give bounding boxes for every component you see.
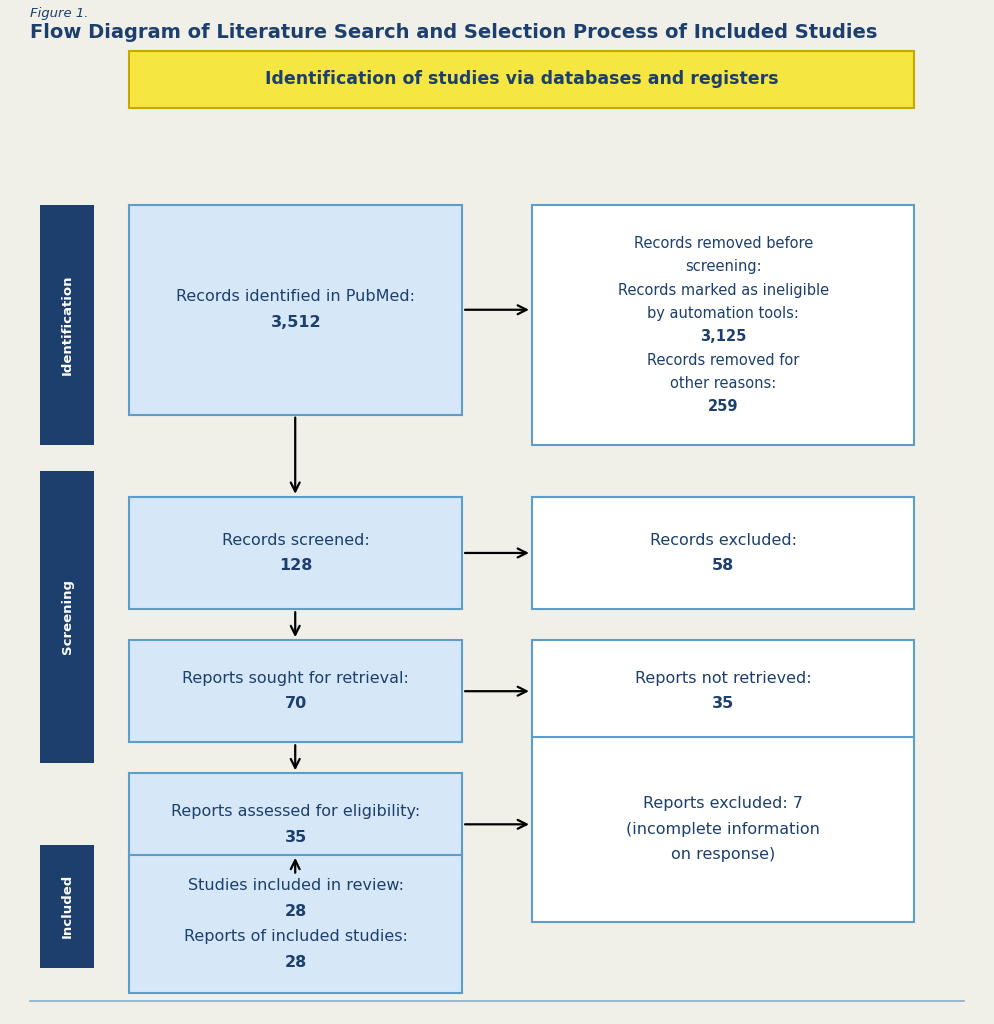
Text: 35: 35 — [712, 696, 735, 712]
Text: Records removed for: Records removed for — [647, 352, 799, 368]
Text: Records marked as ineligible: Records marked as ineligible — [617, 283, 829, 298]
Text: Included: Included — [61, 874, 74, 938]
Text: Reports of included studies:: Reports of included studies: — [184, 930, 408, 944]
Text: 3,512: 3,512 — [270, 315, 321, 330]
Text: Studies included in review:: Studies included in review: — [188, 879, 404, 893]
Text: Reports sought for retrieval:: Reports sought for retrieval: — [182, 671, 410, 686]
Text: other reasons:: other reasons: — [670, 376, 776, 391]
Text: 35: 35 — [284, 829, 307, 845]
Text: Records excluded:: Records excluded: — [650, 532, 796, 548]
Text: Flow Diagram of Literature Search and Selection Process of Included Studies: Flow Diagram of Literature Search and Se… — [30, 23, 877, 42]
Text: Reports assessed for eligibility:: Reports assessed for eligibility: — [171, 804, 420, 819]
Text: 259: 259 — [708, 399, 739, 415]
FancyBboxPatch shape — [40, 845, 94, 968]
Text: Screening: Screening — [61, 580, 74, 654]
FancyBboxPatch shape — [129, 205, 462, 415]
FancyBboxPatch shape — [129, 855, 462, 993]
FancyBboxPatch shape — [129, 51, 914, 108]
FancyBboxPatch shape — [129, 497, 462, 609]
Text: Reports excluded: 7: Reports excluded: 7 — [643, 797, 803, 811]
Text: Reports not retrieved:: Reports not retrieved: — [635, 671, 811, 686]
Text: Records removed before: Records removed before — [633, 236, 813, 251]
FancyBboxPatch shape — [40, 471, 94, 763]
Text: Identification: Identification — [61, 274, 74, 376]
FancyBboxPatch shape — [129, 773, 462, 876]
Text: Identification of studies via databases and registers: Identification of studies via databases … — [265, 71, 778, 88]
Text: 28: 28 — [284, 955, 307, 970]
FancyBboxPatch shape — [532, 205, 914, 445]
Text: (incomplete information: (incomplete information — [626, 822, 820, 837]
Text: Records screened:: Records screened: — [222, 532, 370, 548]
Text: 28: 28 — [284, 904, 307, 919]
Text: 70: 70 — [284, 696, 307, 712]
FancyBboxPatch shape — [532, 497, 914, 609]
Text: screening:: screening: — [685, 259, 761, 274]
FancyBboxPatch shape — [532, 640, 914, 742]
Text: 58: 58 — [712, 558, 735, 573]
Text: 3,125: 3,125 — [700, 330, 746, 344]
FancyBboxPatch shape — [129, 640, 462, 742]
FancyBboxPatch shape — [532, 737, 914, 922]
Text: by automation tools:: by automation tools: — [647, 306, 799, 321]
FancyBboxPatch shape — [40, 205, 94, 445]
Text: Figure 1.: Figure 1. — [30, 7, 88, 20]
Text: 128: 128 — [279, 558, 312, 573]
Text: Records identified in PubMed:: Records identified in PubMed: — [176, 290, 415, 304]
Text: on response): on response) — [671, 848, 775, 862]
